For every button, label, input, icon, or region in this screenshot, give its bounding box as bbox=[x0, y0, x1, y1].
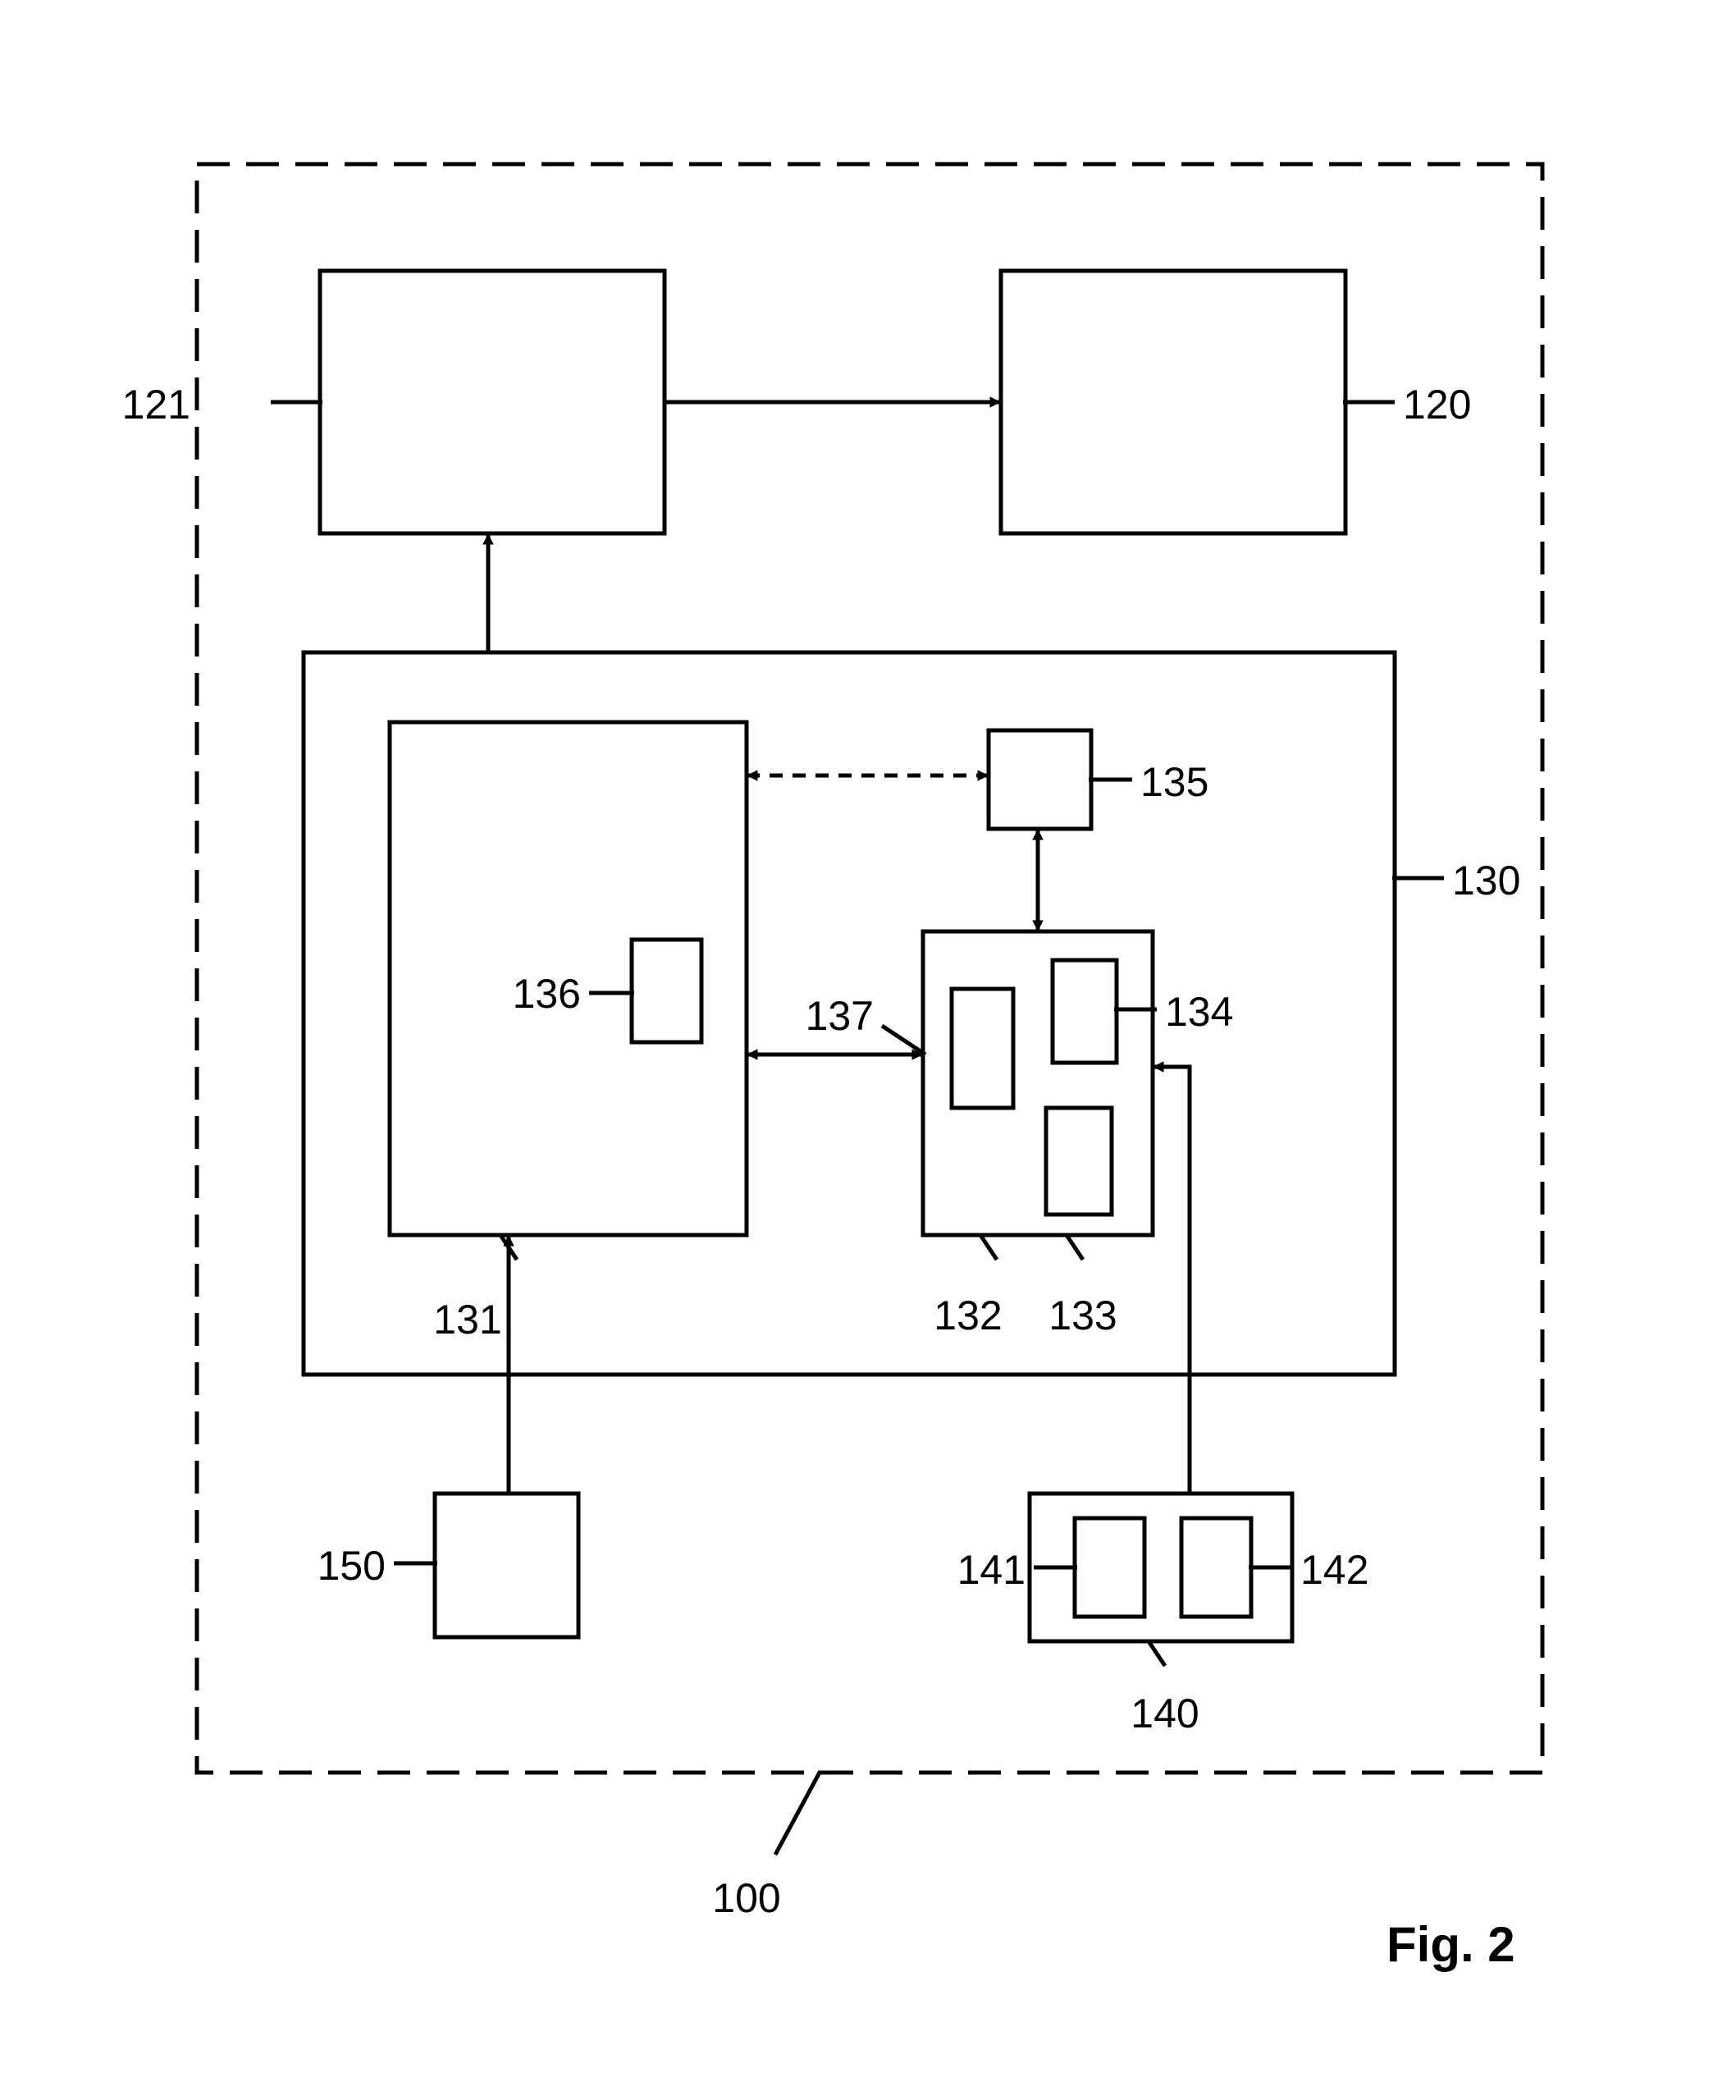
ref-140: 140 bbox=[1131, 1691, 1199, 1736]
container-100 bbox=[197, 164, 1542, 1773]
block-135 bbox=[989, 730, 1091, 829]
ref-135: 135 bbox=[1140, 759, 1208, 805]
ref-134: 134 bbox=[1165, 989, 1233, 1035]
ref-132: 132 bbox=[934, 1292, 1002, 1338]
figure-label: Fig. 2 bbox=[1387, 1917, 1515, 1972]
ref-133: 133 bbox=[1048, 1292, 1117, 1338]
ref-142: 142 bbox=[1300, 1547, 1368, 1593]
block-diagram: 100 121 120 130 131 136 135 132 137 134 133 150 140 1… bbox=[0, 0, 1736, 2100]
block-134 bbox=[1053, 960, 1117, 1063]
block-121 bbox=[320, 271, 665, 533]
ref-137: 137 bbox=[806, 993, 874, 1039]
ref-136: 136 bbox=[513, 971, 581, 1017]
ref-141: 141 bbox=[957, 1547, 1026, 1593]
block-133 bbox=[1046, 1108, 1112, 1215]
block-120 bbox=[1001, 271, 1345, 533]
block-142 bbox=[1181, 1518, 1251, 1617]
block-136 bbox=[632, 940, 701, 1042]
ref-150: 150 bbox=[318, 1543, 386, 1589]
connector bbox=[1153, 1067, 1190, 1494]
ref-130: 130 bbox=[1452, 858, 1520, 904]
block-137 bbox=[952, 989, 1013, 1108]
ref-100: 100 bbox=[712, 1875, 780, 1921]
ref-131: 131 bbox=[433, 1297, 501, 1343]
block-150 bbox=[435, 1494, 578, 1637]
ref-120: 120 bbox=[1403, 382, 1471, 428]
ref-121: 121 bbox=[122, 382, 190, 428]
block-141 bbox=[1075, 1518, 1144, 1617]
